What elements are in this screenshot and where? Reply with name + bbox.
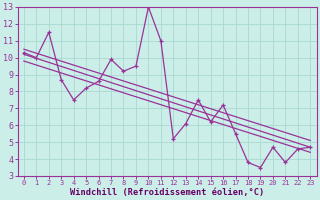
- X-axis label: Windchill (Refroidissement éolien,°C): Windchill (Refroidissement éolien,°C): [70, 188, 264, 197]
